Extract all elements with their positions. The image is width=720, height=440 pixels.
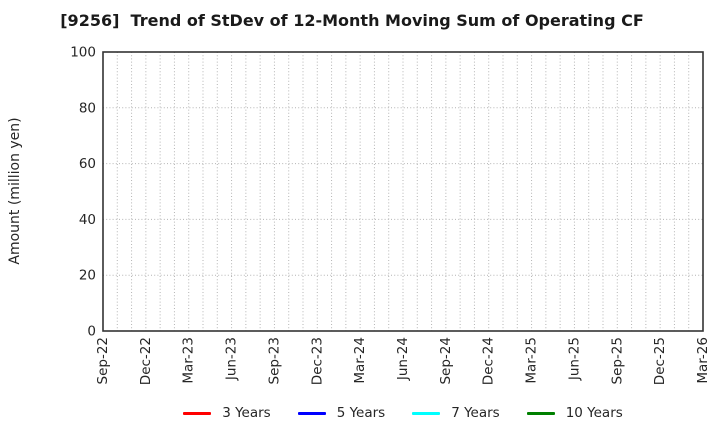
x-tick-label: Jun-24 — [395, 337, 411, 381]
y-tick-label: 100 — [70, 45, 96, 61]
legend-item-3-years: 3 Years — [183, 405, 271, 421]
x-tick-label: Dec-22 — [138, 337, 154, 385]
legend-item-5-years: 5 Years — [297, 405, 386, 421]
legend-line-3-years-icon — [183, 411, 212, 415]
x-tick-label: Dec-24 — [481, 337, 497, 385]
x-tick-label: Jun-25 — [566, 337, 582, 381]
chart-title: [9256] Trend of StDev of 12-Month Moving… — [60, 11, 644, 30]
x-tick-label: Sep-22 — [95, 337, 111, 385]
legend-label-5-years: 5 Years — [336, 405, 386, 421]
x-tick-label: Mar-24 — [352, 337, 368, 384]
legend-label-3-years: 3 Years — [222, 405, 271, 421]
x-tick-label: Mar-26 — [695, 337, 711, 384]
y-tick-label: 40 — [79, 212, 96, 228]
y-tick-label: 60 — [79, 156, 96, 172]
x-tick-label: Sep-23 — [266, 337, 282, 385]
x-tick-label: Jun-23 — [224, 337, 240, 381]
legend-item-7-years: 7 Years — [412, 405, 500, 421]
y-tick-label: 20 — [79, 268, 96, 284]
y-tick-label: 0 — [87, 324, 96, 340]
x-tick-label: Mar-25 — [524, 337, 540, 384]
legend: 3 Years 5 Years 7 Years 10 Years — [103, 402, 703, 424]
x-tick-label: Sep-25 — [609, 337, 625, 385]
legend-line-10-years-icon — [526, 411, 555, 415]
x-tick-label: Dec-23 — [309, 337, 325, 385]
legend-line-7-years-icon — [412, 411, 441, 415]
legend-line-5-years-icon — [297, 411, 326, 415]
x-tick-label: Mar-23 — [181, 337, 197, 384]
x-tick-label: Dec-25 — [652, 337, 668, 385]
legend-label-10-years: 10 Years — [565, 405, 623, 421]
plot-border — [102, 51, 704, 332]
legend-label-7-years: 7 Years — [451, 405, 500, 421]
x-tick-label: Sep-24 — [438, 337, 454, 385]
legend-item-10-years: 10 Years — [526, 405, 623, 421]
y-tick-label: 80 — [79, 100, 96, 116]
